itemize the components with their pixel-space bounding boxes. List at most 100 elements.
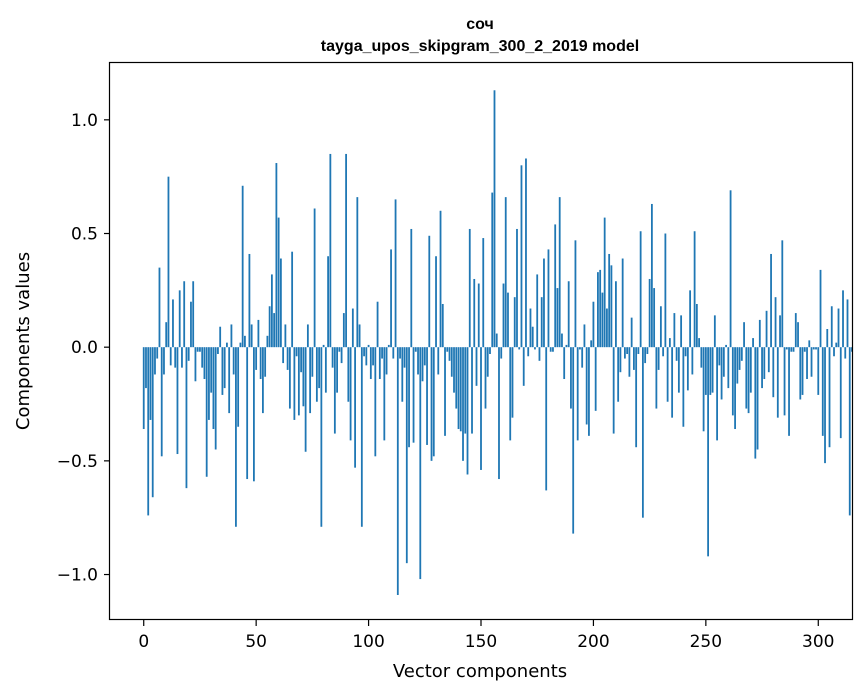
bar — [356, 197, 359, 348]
bar — [259, 347, 262, 380]
bar — [803, 347, 806, 352]
bar — [392, 347, 395, 359]
bar — [387, 344, 390, 348]
bar — [437, 347, 440, 375]
bar — [275, 163, 278, 348]
bar — [734, 347, 736, 430]
bar — [707, 347, 709, 557]
x-tick-label: 150 — [465, 632, 497, 652]
bar — [264, 347, 267, 377]
bar — [666, 347, 669, 402]
bar — [574, 240, 577, 348]
bar — [214, 347, 217, 450]
bar — [378, 347, 381, 380]
bar — [754, 347, 757, 459]
bar — [770, 253, 772, 348]
bar — [367, 344, 370, 348]
bar — [592, 301, 595, 348]
bar — [799, 347, 802, 400]
bar — [633, 347, 635, 370]
bar — [372, 347, 374, 366]
bar — [736, 347, 739, 384]
bar — [405, 347, 408, 564]
bar — [187, 347, 190, 361]
bar — [513, 297, 516, 348]
bar — [464, 347, 467, 434]
bar — [297, 347, 300, 416]
bar — [749, 347, 752, 393]
x-tick-label: 200 — [577, 632, 609, 652]
bar — [511, 347, 514, 418]
bar-series — [142, 90, 853, 595]
bar — [646, 347, 649, 354]
bar — [417, 347, 419, 375]
bar — [839, 347, 842, 439]
chart-title-line1: соч — [466, 16, 494, 33]
x-tick-label: 100 — [352, 632, 384, 652]
bar — [752, 338, 754, 348]
bar — [255, 347, 258, 370]
bar — [369, 347, 372, 380]
x-axis-label: Vector components — [393, 661, 567, 682]
bar — [761, 347, 763, 389]
bar — [284, 324, 287, 348]
bar — [385, 347, 388, 375]
bar — [563, 347, 566, 380]
bar — [516, 228, 518, 348]
bar — [473, 278, 476, 348]
bar — [295, 347, 298, 357]
bar — [718, 347, 721, 366]
bar — [689, 290, 692, 348]
bar — [262, 347, 264, 414]
bar — [383, 347, 386, 441]
bar — [788, 347, 790, 436]
bar — [848, 347, 851, 516]
bar — [185, 347, 188, 489]
bar — [673, 313, 676, 348]
bar — [246, 347, 249, 480]
bar — [543, 258, 545, 348]
bar — [567, 281, 570, 348]
bar — [763, 347, 766, 380]
bar — [448, 347, 451, 361]
bar — [462, 347, 464, 461]
bar — [610, 265, 613, 348]
bar — [446, 347, 449, 352]
bar — [837, 308, 840, 348]
bar — [354, 347, 356, 468]
bar — [183, 281, 186, 348]
bar — [270, 274, 273, 348]
bar — [677, 347, 680, 393]
bar — [313, 208, 316, 348]
bar — [756, 347, 759, 450]
bar — [230, 324, 233, 348]
bar — [282, 347, 285, 364]
bar — [441, 303, 444, 348]
bar — [740, 347, 743, 361]
bar — [794, 313, 797, 348]
bar — [423, 347, 426, 366]
bar — [324, 347, 327, 393]
bar — [648, 278, 651, 348]
bar — [293, 347, 296, 420]
bar — [844, 347, 847, 359]
bar — [221, 347, 224, 395]
bar — [556, 288, 559, 348]
bar — [194, 347, 197, 382]
plot-frame — [108, 61, 854, 621]
bar — [588, 347, 590, 436]
bar — [628, 347, 631, 377]
bar — [430, 347, 433, 461]
bar — [399, 347, 401, 359]
bar — [594, 347, 597, 411]
bar — [711, 347, 714, 393]
bar — [565, 344, 568, 348]
bar — [846, 299, 849, 348]
bar — [300, 347, 303, 373]
bar — [142, 347, 145, 430]
bar — [520, 165, 523, 348]
bar — [722, 347, 725, 377]
bar — [322, 344, 325, 348]
bar — [779, 315, 781, 348]
bar — [212, 347, 215, 430]
